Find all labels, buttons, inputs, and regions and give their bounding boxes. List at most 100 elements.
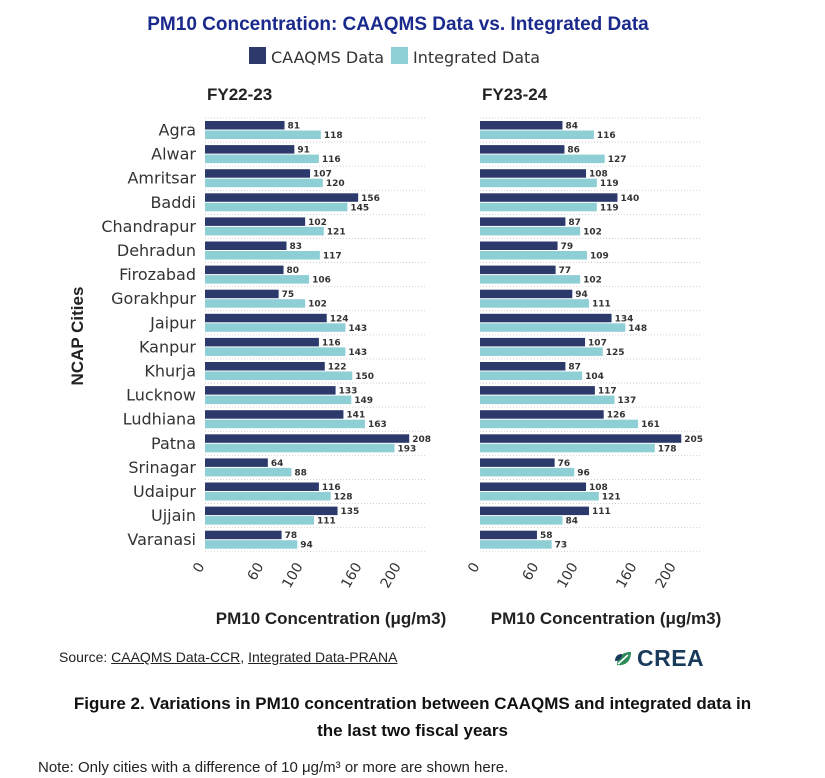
bar-caaqms-khurja (205, 362, 325, 371)
bar-integrated-udaipur (205, 492, 331, 501)
bar-integrated-agra (205, 130, 321, 139)
bar-integrated-jaipur (480, 323, 626, 332)
x-tick-160: 160 (613, 560, 640, 591)
note-text: Note: Only cities with a difference of 1… (38, 759, 509, 776)
bar-caaqms-amritsar (205, 169, 311, 178)
value-label-caaqms-udaipur: 116 (322, 483, 341, 493)
value-label-caaqms-srinagar: 64 (271, 459, 284, 469)
value-label-integrated-ludhiana: 163 (368, 420, 387, 430)
bar-caaqms-alwar (480, 145, 565, 154)
bar-integrated-firozabad (480, 275, 581, 284)
bar-integrated-baddi (205, 202, 348, 212)
bar-integrated-gorakhpur (480, 299, 589, 308)
bar-caaqms-dehradun (205, 241, 287, 250)
city-label-khurja: Khurja (144, 362, 196, 381)
city-label-agra: Agra (159, 121, 196, 140)
bar-integrated-khurja (205, 371, 353, 380)
value-label-caaqms-khurja: 87 (568, 363, 581, 373)
value-label-integrated-ujjain: 111 (317, 517, 336, 527)
bar-integrated-firozabad (205, 275, 310, 284)
value-label-caaqms-amritsar: 108 (589, 170, 608, 180)
bar-integrated-amritsar (205, 178, 323, 188)
bar-integrated-baddi (480, 202, 597, 212)
legend-label-caaqms: CAAQMS Data (271, 48, 384, 67)
bar-integrated-lucknow (480, 395, 615, 405)
value-label-caaqms-ujjain: 135 (341, 507, 360, 517)
bar-integrated-srinagar (205, 467, 292, 477)
value-label-integrated-srinagar: 88 (294, 468, 307, 478)
value-label-caaqms-chandrapur: 87 (568, 218, 581, 228)
source-link-caaqms[interactable]: CAAQMS Data-CCR (111, 649, 241, 665)
value-label-integrated-chandrapur: 121 (327, 227, 346, 237)
city-label-chandrapur: Chandrapur (101, 217, 196, 236)
chart-title: PM10 Concentration: CAAQMS Data vs. Inte… (147, 14, 649, 35)
value-label-integrated-jaipur: 143 (348, 324, 367, 334)
bar-caaqms-chandrapur (205, 217, 306, 226)
value-label-integrated-ujjain: 84 (565, 517, 578, 527)
value-label-caaqms-dehradun: 79 (561, 242, 574, 252)
bar-integrated-patna (480, 443, 655, 453)
value-label-integrated-kanpur: 125 (606, 348, 625, 358)
value-label-integrated-firozabad: 102 (583, 276, 602, 286)
value-label-integrated-gorakhpur: 102 (308, 300, 327, 310)
city-label-varanasi: Varanasi (127, 530, 196, 549)
bar-caaqms-ludhiana (480, 410, 604, 419)
legend-swatch-caaqms (249, 47, 266, 64)
value-label-caaqms-baddi: 156 (361, 194, 380, 204)
value-label-caaqms-jaipur: 134 (615, 314, 634, 324)
city-label-alwar: Alwar (151, 145, 196, 164)
source-line: Source: CAAQMS Data-CCR, Integrated Data… (59, 649, 397, 665)
city-label-kanpur: Kanpur (139, 337, 196, 356)
value-label-caaqms-amritsar: 107 (313, 170, 332, 180)
x-tick-60: 60 (520, 560, 543, 583)
bar-caaqms-gorakhpur (480, 289, 573, 299)
value-label-caaqms-baddi: 140 (620, 194, 639, 204)
bar-caaqms-baddi (205, 193, 359, 202)
value-label-integrated-dehradun: 109 (590, 252, 609, 262)
value-label-caaqms-alwar: 86 (567, 146, 580, 156)
bar-integrated-chandrapur (205, 226, 324, 236)
bar-caaqms-srinagar (205, 458, 268, 467)
value-label-caaqms-chandrapur: 102 (308, 218, 327, 228)
bar-caaqms-gorakhpur (205, 289, 279, 299)
bar-integrated-agra (480, 130, 594, 139)
bar-integrated-alwar (205, 154, 319, 164)
x-axis-label-fy23-24: PM10 Concentration (μg/m3) (491, 609, 721, 628)
value-label-caaqms-lucknow: 133 (339, 387, 358, 397)
value-label-caaqms-varanasi: 78 (285, 531, 298, 541)
bar-integrated-dehradun (480, 251, 588, 260)
bar-integrated-amritsar (480, 178, 597, 188)
value-label-caaqms-firozabad: 80 (287, 266, 300, 276)
bar-integrated-patna (205, 443, 395, 453)
value-label-integrated-udaipur: 121 (602, 493, 621, 503)
bar-caaqms-dehradun (480, 241, 558, 250)
bar-caaqms-jaipur (480, 313, 612, 323)
crea-leaf-icon (615, 651, 631, 665)
city-labels: Agra Alwar Amritsar Baddi Chandrapur Dehradun… (101, 121, 196, 550)
panel-title-fy23-24: FY23-24 (482, 85, 548, 104)
city-label-lucknow: Lucknow (126, 386, 196, 405)
bar-integrated-gorakhpur (205, 299, 306, 308)
value-label-caaqms-agra: 81 (288, 122, 301, 132)
pm10-chart: PM10 Concentration: CAAQMS Data vs. Inte… (68, 14, 721, 628)
city-label-amritsar: Amritsar (127, 169, 196, 188)
caption-line-2: the last two fiscal years (317, 721, 508, 740)
bar-caaqms-jaipur (205, 313, 327, 323)
value-label-integrated-varanasi: 73 (555, 541, 568, 551)
bar-caaqms-srinagar (480, 458, 555, 467)
source-link-integrated[interactable]: Integrated Data-PRANA (248, 649, 398, 665)
bar-caaqms-udaipur (480, 482, 587, 491)
bar-integrated-ludhiana (205, 419, 366, 429)
figure-caption: Figure 2. Variations in PM10 concentrati… (0, 690, 825, 744)
value-label-integrated-amritsar: 120 (326, 179, 345, 189)
city-label-dehradun: Dehradun (117, 241, 196, 260)
value-label-integrated-baddi: 119 (600, 203, 619, 213)
city-label-baddi: Baddi (150, 193, 196, 212)
city-label-ludhiana: Ludhiana (123, 410, 196, 429)
value-label-integrated-alwar: 116 (322, 155, 341, 165)
panel-title-fy22-23: FY22-23 (207, 85, 272, 104)
value-label-caaqms-khurja: 122 (328, 363, 347, 373)
value-label-caaqms-gorakhpur: 94 (575, 290, 588, 300)
bar-caaqms-udaipur (205, 482, 319, 491)
bar-integrated-kanpur (480, 347, 603, 356)
